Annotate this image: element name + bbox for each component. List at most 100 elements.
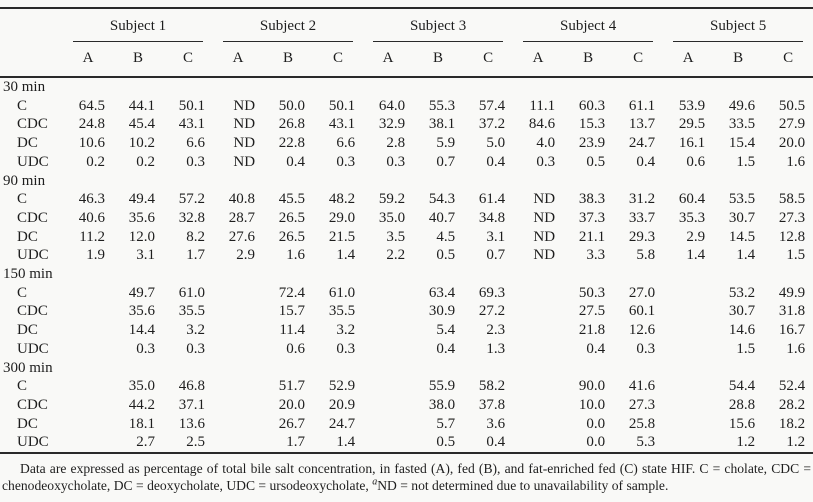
value-cell [513,302,563,321]
value-cell: 46.8 [178,378,206,395]
value-cell: 33.5 [728,116,756,133]
value-cell [213,340,263,359]
value-cell: 24.7 [328,415,356,432]
value-cell: 12.6 [628,322,656,339]
value-cell: 0.7 [436,153,456,170]
row-label: DC [17,415,38,432]
value-cell: 20.0 [778,135,806,152]
value-cell: 20.9 [328,396,356,413]
row-label: UDC [17,153,49,170]
value-cell: 37.8 [478,396,506,413]
value-cell: 4.0 [536,135,556,152]
value-cell: 1.4 [686,247,706,264]
value-cell: 49.4 [128,191,155,208]
value-cell [363,377,413,396]
value-cell: 64.0 [378,97,406,114]
value-cell: 15.7 [278,303,306,320]
footnote-text: ND = not determined due to unavailabilit… [377,478,669,494]
row-label: DC [17,322,38,339]
value-cell: 50.1 [178,97,206,114]
row-label: DC [17,228,38,245]
value-cell: 45.5 [278,191,306,208]
value-cell: 0.5 [436,247,456,264]
table-row: C 35.0 46.8 51.7 52.9 55.9 58.2 90.0 41.6 54.4 52.… [0,377,813,396]
col-header-b: B [283,50,294,66]
value-cell: 60.1 [628,303,656,320]
value-cell: 1.2 [736,434,756,451]
value-cell [363,302,413,321]
col-header-c: C [333,50,344,66]
value-cell: 55.9 [428,378,456,395]
value-cell: 0.4 [486,153,506,170]
value-cell: 20.0 [278,396,306,413]
section-label: 150 min [3,266,53,283]
value-cell [513,415,563,434]
value-cell: 12.0 [128,228,155,245]
section-label: 300 min [3,359,53,376]
value-cell: 10.0 [578,396,606,413]
footnote-text: Data are expressed as percentage of tota… [2,461,811,494]
value-cell: ND [233,97,256,114]
subject-3-label: Subject 3 [373,9,504,42]
value-cell: 0.3 [636,340,656,357]
value-cell [513,340,563,359]
value-cell: 63.4 [428,284,456,301]
value-cell: 57.2 [178,191,206,208]
value-cell: 49.9 [778,284,806,301]
value-cell: 0.3 [386,153,406,170]
row-label: UDC [17,247,49,264]
stub-cell [0,42,63,77]
stub-cell [0,8,63,42]
value-cell: 0.6 [286,340,306,357]
table-row: CDC 40.6 35.6 32.8 28.7 26.5 29.0 35.0 40.7 34.8 N… [0,209,813,228]
value-cell: 5.0 [486,135,506,152]
value-cell [213,377,263,396]
value-cell: 5.8 [636,247,656,264]
row-label: CDC [17,209,48,226]
row-label: CDC [17,116,48,133]
value-cell: 0.4 [486,434,506,451]
value-cell: 57.4 [478,97,506,114]
value-cell [63,302,113,321]
col-header-a: A [232,50,244,66]
value-cell: 29.0 [328,209,356,226]
value-cell: 38.0 [428,396,456,413]
value-cell: 1.3 [486,340,506,357]
value-cell: 53.9 [678,97,706,114]
value-cell: 34.8 [478,209,506,226]
section-label: 90 min [3,172,46,189]
value-cell [663,284,713,303]
value-cell: 54.3 [428,191,456,208]
value-cell: 0.0 [586,415,606,432]
value-cell: 3.5 [386,228,406,245]
value-cell: 3.6 [486,415,506,432]
value-cell [663,433,713,453]
table-row: CDC 44.2 37.1 20.0 20.9 38.0 37.8 10.0 27.3 28.8 2… [0,396,813,415]
value-cell: 1.7 [286,434,306,451]
value-cell: 15.6 [728,415,756,432]
value-cell: 35.5 [178,303,206,320]
value-cell [363,396,413,415]
value-cell: 2.2 [386,247,406,264]
row-label: C [17,97,28,114]
value-cell: 33.7 [628,209,656,226]
row-label: CDC [17,303,48,320]
table-row: UDC 0.2 0.2 0.3 ND 0.4 0.3 0.3 0.7 0.4 0.3 0.5 0.4 0.… [0,153,813,172]
table-footnote: Data are expressed as percentage of tota… [0,460,813,494]
value-cell: 27.5 [578,303,606,320]
value-cell: 61.0 [178,284,206,301]
value-cell: 35.6 [128,209,155,226]
table-row: DC 18.1 13.6 26.7 24.7 5.7 3.6 0.0 25.8 15.6 18.2 [0,415,813,434]
table-row: UDC 2.7 2.5 1.7 1.4 0.5 0.4 0.0 5.3 1.2 1.2 [0,433,813,453]
subject-3-header: Subject 3 [363,8,513,42]
row-label: C [17,378,28,395]
value-cell: 1.7 [186,247,206,264]
value-cell: 2.9 [686,228,706,245]
value-cell: 31.8 [778,303,806,320]
value-cell: 0.5 [586,153,606,170]
value-cell: 5.7 [436,415,456,432]
value-cell: 64.5 [78,97,105,114]
value-cell: ND [233,135,256,152]
value-cell: 58.2 [478,378,506,395]
value-cell: 15.4 [728,135,756,152]
